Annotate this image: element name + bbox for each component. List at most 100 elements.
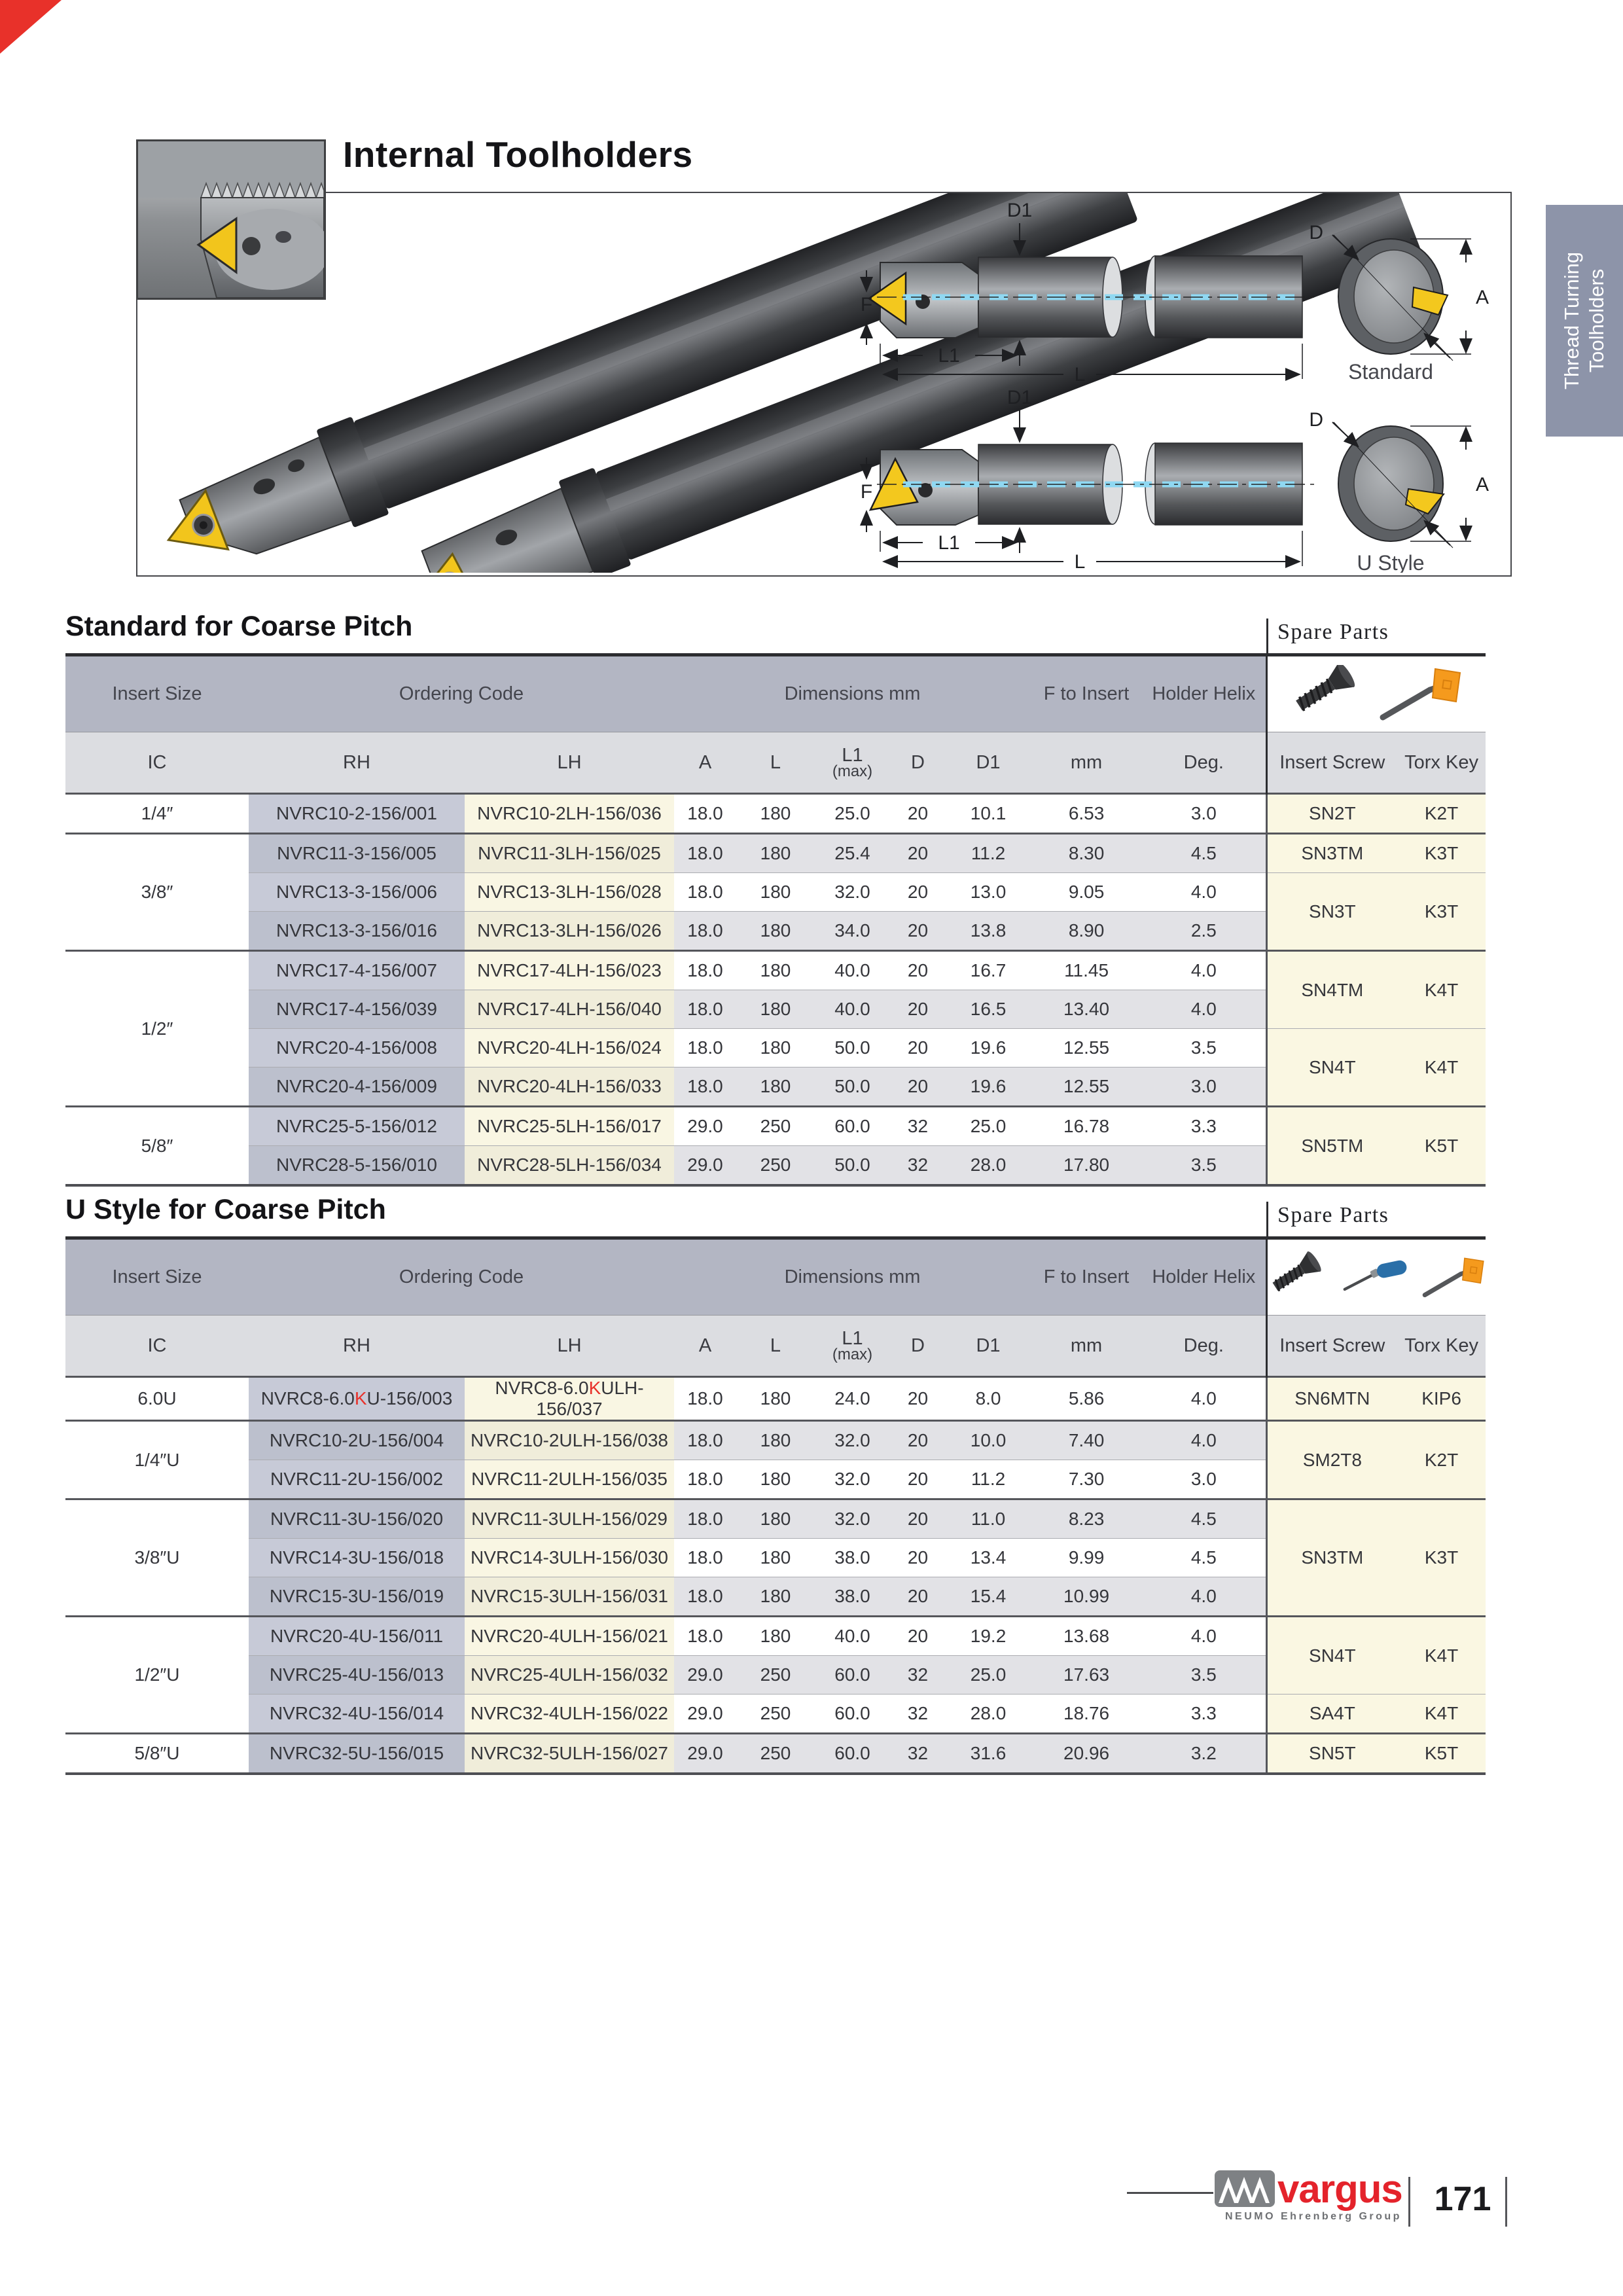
cell-d: 32 — [890, 1105, 946, 1146]
col-ordering-code: Ordering Code — [249, 655, 674, 732]
cell-d: 32 — [890, 1694, 946, 1734]
table-row: NVRC13-3-156/016 NVRC13-3LH-156/026 18.0 18… — [65, 911, 1486, 951]
cell-d1: 10.0 — [946, 1420, 1031, 1460]
thread-section-image — [138, 141, 324, 298]
cell-d: 20 — [890, 1420, 946, 1460]
cell-a: 18.0 — [674, 1460, 736, 1499]
cell-l1: 32.0 — [815, 1460, 890, 1499]
table-row: 1/4″U NVRC10-2U-156/004 NVRC10-2ULH-156/03… — [65, 1420, 1486, 1499]
cell-d1: 8.0 — [946, 1376, 1031, 1421]
dim-label-a: A — [1476, 287, 1489, 308]
col-d1: D1 — [946, 732, 1031, 794]
spare-parts-images — [1265, 1238, 1486, 1316]
cell-deg: 4.0 — [1142, 1420, 1267, 1460]
cell-ordering-code-rh: NVRC13-3-156/016 — [249, 911, 465, 951]
cell-a: 18.0 — [674, 1067, 736, 1107]
cell-l: 180 — [736, 990, 815, 1029]
cell-l1: 24.0 — [815, 1376, 890, 1421]
col-dimensions: Dimensions mm — [674, 1238, 1031, 1316]
cell-d1: 13.0 — [946, 872, 1031, 912]
cell-d: 20 — [890, 1460, 946, 1499]
dim-label-d: D — [1309, 222, 1323, 243]
cell-ordering-code-lh: NVRC11-2ULH-156/035 — [465, 1460, 674, 1499]
cell-l1: 32.0 — [815, 1420, 890, 1460]
cell-ordering-code-rh: NVRC11-3-156/005 — [249, 833, 465, 873]
cell-ordering-code-rh: NVRC32-5U-156/015 — [249, 1732, 465, 1774]
cell-deg: 3.5 — [1142, 1028, 1267, 1067]
cell-l1: 60.0 — [815, 1655, 890, 1695]
dim-label-a: A — [1476, 474, 1489, 495]
cell-mm: 6.53 — [1031, 793, 1143, 834]
cell-d: 20 — [890, 1538, 946, 1577]
standard-table: Insert Size Ordering Code Dimensions mm … — [65, 653, 1486, 1187]
toolholder-standard-3d — [166, 193, 1137, 555]
cell-mm: 8.90 — [1031, 911, 1143, 951]
table-row: 5/8″U NVRC32-5U-156/015 NVRC32-5ULH-156/02… — [65, 1732, 1486, 1774]
cell-torx-key: K4T — [1397, 1694, 1486, 1734]
chapter-tab: Thread Turning Toolholders — [1546, 205, 1623, 437]
cell-l1: 38.0 — [815, 1577, 890, 1617]
cell-ordering-code-rh: NVRC20-4-156/008 — [249, 1028, 465, 1067]
cell-ordering-code-rh: NVRC20-4U-156/011 — [249, 1615, 465, 1656]
cell-d1: 16.7 — [946, 950, 1031, 990]
footer-rule — [1127, 2192, 1213, 2194]
col-l: L — [736, 732, 815, 794]
cell-insert-size: 1/4″U — [65, 1420, 249, 1499]
col-f-to-insert: F to Insert — [1031, 655, 1143, 732]
table-row: 6.0U NVRC8-6.0KU-156/003 NVRC8-6.0KULH-156… — [65, 1376, 1486, 1421]
cell-insert-screw: SN3TM — [1265, 1498, 1398, 1617]
cell-deg: 3.0 — [1142, 793, 1267, 834]
cell-mm: 12.55 — [1031, 1067, 1143, 1107]
ustyle-dimension-diagram: D1 F L1 L D A U Style — [860, 387, 1489, 573]
cell-deg: 3.5 — [1142, 1145, 1267, 1185]
cell-l: 250 — [736, 1105, 815, 1146]
dim-label-d1: D1 — [1007, 200, 1032, 221]
cell-insert-screw: SN4T — [1265, 1028, 1398, 1107]
cell-d1: 15.4 — [946, 1577, 1031, 1617]
cell-ordering-code-rh: NVRC10-2-156/001 — [249, 793, 465, 834]
header-band-1: Insert Size Ordering Code Dimensions mm … — [65, 655, 1486, 732]
footer-divider-right — [1505, 2177, 1507, 2227]
cell-l1: 25.4 — [815, 833, 890, 873]
cell-mm: 8.23 — [1031, 1498, 1143, 1539]
cell-ordering-code-rh: NVRC11-2U-156/002 — [249, 1460, 465, 1499]
standard-table-section: Standard for Coarse Pitch Spare Parts In… — [65, 611, 1486, 1219]
cell-insert-screw: SN5TM — [1265, 1105, 1398, 1185]
cell-l1: 40.0 — [815, 990, 890, 1029]
col-l1: L1 (max) — [815, 732, 890, 794]
dim-label-f: F — [861, 294, 872, 315]
cell-deg: 4.0 — [1142, 1376, 1267, 1421]
cell-d1: 11.0 — [946, 1498, 1031, 1539]
dim-label-d1: D1 — [1007, 387, 1032, 408]
cell-d1: 28.0 — [946, 1145, 1031, 1185]
header-band-2: IC RH LH A L L1 (max) D D1 mm Deg. Insert… — [65, 732, 1486, 794]
cell-l1: 50.0 — [815, 1067, 890, 1107]
cell-d1: 28.0 — [946, 1694, 1031, 1734]
illustration-box: D1 F L1 L D — [136, 192, 1512, 577]
cell-deg: 3.3 — [1142, 1105, 1267, 1146]
cell-mm: 17.63 — [1031, 1655, 1143, 1695]
col-l: L — [736, 1315, 815, 1377]
col-insert-size: Insert Size — [65, 1238, 249, 1316]
cell-l1: 38.0 — [815, 1538, 890, 1577]
cell-insert-screw: SN2T — [1265, 793, 1398, 834]
cell-l1: 25.0 — [815, 793, 890, 834]
cell-d: 20 — [890, 833, 946, 873]
col-a: A — [674, 1315, 736, 1377]
cell-a: 18.0 — [674, 1420, 736, 1460]
cell-l: 180 — [736, 1420, 815, 1460]
cell-d1: 19.2 — [946, 1615, 1031, 1656]
torx-key-icon — [1380, 668, 1461, 720]
dim-label-f: F — [861, 481, 872, 503]
cell-d: 20 — [890, 872, 946, 912]
cell-l: 180 — [736, 1498, 815, 1539]
cell-d: 20 — [890, 1498, 946, 1539]
cell-d: 20 — [890, 793, 946, 834]
cell-d1: 10.1 — [946, 793, 1031, 834]
cell-torx-key: K5T — [1397, 1732, 1486, 1774]
cell-l1: 40.0 — [815, 950, 890, 990]
torx-key-icon — [1422, 1257, 1484, 1297]
cell-insert-size: 1/2″U — [65, 1615, 249, 1734]
cell-a: 18.0 — [674, 1498, 736, 1539]
insert-screw-icon — [1272, 1251, 1321, 1291]
